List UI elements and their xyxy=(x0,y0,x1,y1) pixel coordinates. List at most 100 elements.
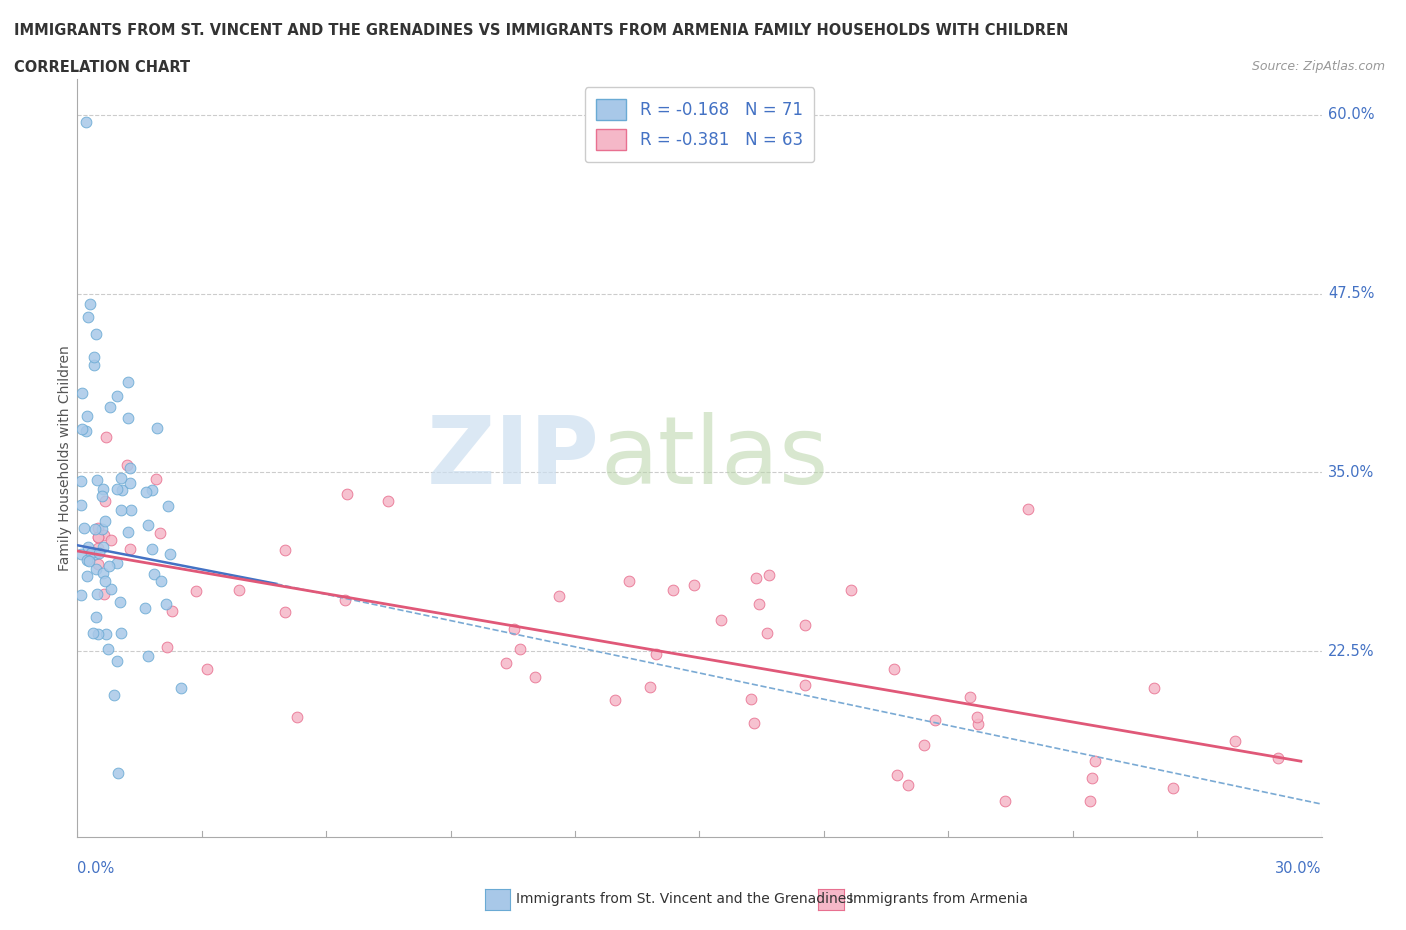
Point xyxy=(756,625,779,640)
Point xyxy=(745,571,768,586)
Point xyxy=(80,546,103,561)
Point xyxy=(148,525,170,540)
Point xyxy=(644,646,666,661)
Point xyxy=(117,374,139,389)
Point xyxy=(897,777,920,792)
Point xyxy=(134,601,156,616)
Point xyxy=(94,627,117,642)
Point xyxy=(84,610,107,625)
Point xyxy=(90,488,112,503)
Point xyxy=(886,768,908,783)
Point xyxy=(160,604,183,618)
Point xyxy=(117,525,139,539)
Point xyxy=(93,528,115,543)
Point xyxy=(883,661,905,676)
Text: 0.0%: 0.0% xyxy=(77,861,114,876)
Point xyxy=(959,690,981,705)
Point xyxy=(100,533,122,548)
Point xyxy=(793,677,815,692)
Point xyxy=(86,473,108,488)
Point xyxy=(70,385,93,400)
Point xyxy=(1161,780,1184,795)
Point xyxy=(273,542,295,557)
Point xyxy=(682,578,704,593)
Point xyxy=(1223,733,1246,748)
Point xyxy=(87,540,110,555)
Point xyxy=(120,461,142,476)
Text: 47.5%: 47.5% xyxy=(1327,286,1374,301)
Point xyxy=(758,568,780,583)
Point xyxy=(87,521,110,536)
Point xyxy=(84,327,107,342)
Point xyxy=(70,498,93,512)
Text: 60.0%: 60.0% xyxy=(1327,107,1374,123)
Point xyxy=(141,483,163,498)
Legend: R = -0.168   N = 71, R = -0.381   N = 63: R = -0.168 N = 71, R = -0.381 N = 63 xyxy=(585,87,814,162)
Point xyxy=(100,400,122,415)
Point xyxy=(91,481,114,496)
Point xyxy=(110,594,132,609)
Point xyxy=(912,737,935,752)
Point xyxy=(117,411,139,426)
Text: Immigrants from St. Vincent and the Grenadines: Immigrants from St. Vincent and the Gren… xyxy=(516,892,853,907)
Point xyxy=(1267,751,1289,765)
Point xyxy=(274,604,297,619)
Point xyxy=(110,471,132,485)
Point xyxy=(75,424,97,439)
Point xyxy=(118,541,141,556)
Point xyxy=(76,568,98,583)
Point xyxy=(90,522,112,537)
Point xyxy=(87,627,110,642)
Point xyxy=(83,522,105,537)
Point xyxy=(83,350,105,365)
Point xyxy=(110,502,132,517)
Point xyxy=(105,389,128,404)
Point xyxy=(149,574,172,589)
Text: ZIP: ZIP xyxy=(427,412,600,504)
Point xyxy=(377,494,399,509)
Point xyxy=(75,114,97,129)
Point xyxy=(77,553,100,568)
Point xyxy=(97,642,120,657)
Point xyxy=(994,794,1017,809)
Y-axis label: Family Households with Children: Family Households with Children xyxy=(58,345,72,571)
Point xyxy=(141,541,163,556)
Point xyxy=(87,529,110,544)
Text: 35.0%: 35.0% xyxy=(1327,465,1374,480)
Point xyxy=(509,642,531,657)
Point xyxy=(742,715,765,730)
Point xyxy=(120,503,142,518)
Point xyxy=(94,494,117,509)
Point xyxy=(793,618,815,632)
Point xyxy=(98,558,121,573)
Point xyxy=(94,573,117,588)
Point xyxy=(93,513,115,528)
Point xyxy=(91,565,114,580)
Point xyxy=(1084,753,1107,768)
Point xyxy=(155,596,177,611)
Point xyxy=(603,693,626,708)
Point xyxy=(86,586,108,601)
Point xyxy=(93,587,115,602)
Point xyxy=(228,582,250,597)
Point xyxy=(89,546,111,561)
Point xyxy=(966,710,988,724)
Point xyxy=(93,539,115,554)
Point xyxy=(111,483,134,498)
Point xyxy=(619,574,641,589)
Point xyxy=(184,584,207,599)
Text: atlas: atlas xyxy=(600,412,828,504)
Point xyxy=(107,765,129,780)
Point xyxy=(136,517,159,532)
Point xyxy=(1143,681,1166,696)
Point xyxy=(110,626,132,641)
Point xyxy=(662,583,685,598)
Point xyxy=(503,622,526,637)
Point xyxy=(82,626,104,641)
Point xyxy=(76,310,98,325)
Point xyxy=(103,687,125,702)
Point xyxy=(79,296,101,311)
Point xyxy=(136,648,159,663)
Point xyxy=(1080,771,1102,786)
Point xyxy=(924,712,946,727)
